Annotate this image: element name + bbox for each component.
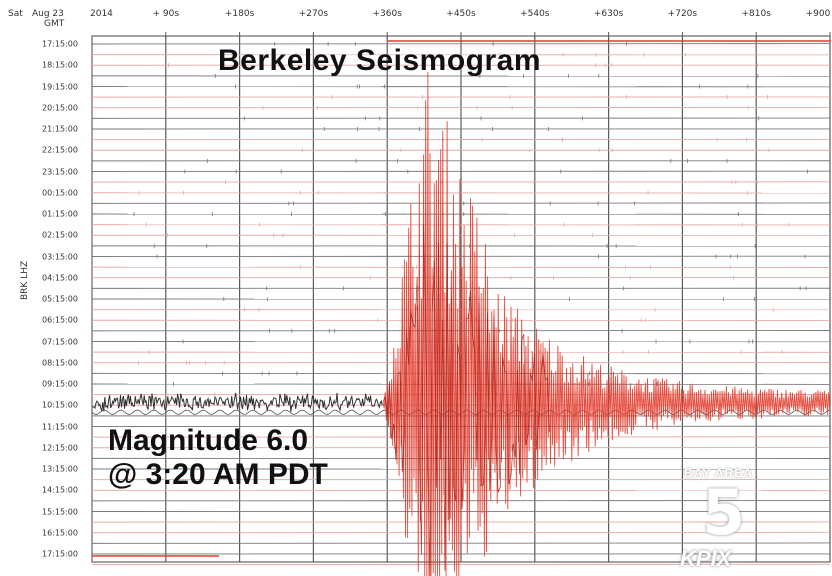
header-timezone: GMT bbox=[44, 19, 65, 29]
x-tick-label: +810s bbox=[741, 9, 771, 19]
row-time-label: 17:15:00 bbox=[42, 39, 78, 49]
row-time-label: 06:15:00 bbox=[42, 315, 78, 325]
x-tick-label: +540s bbox=[520, 9, 550, 19]
pre-event-trace bbox=[92, 392, 383, 413]
chart-title: Berkeley Seismogram bbox=[218, 44, 542, 77]
row-time-label: 00:15:00 bbox=[42, 188, 78, 198]
row-time-label: 23:15:00 bbox=[42, 167, 78, 176]
earthquake-core-trace bbox=[382, 223, 550, 576]
row-time-label: 19:15:00 bbox=[42, 82, 78, 91]
row-time-label: 14:15:00 bbox=[42, 485, 78, 495]
header-date: Aug 23 bbox=[32, 9, 64, 19]
row-time-label: 18:15:00 bbox=[42, 60, 78, 70]
kpix-cbs5-logo: BAY AREA 5 KPIX bbox=[676, 466, 786, 571]
row-time-label: 03:15:00 bbox=[42, 252, 78, 261]
x-tick-label: +270s bbox=[298, 9, 329, 19]
row-time-label: 12:15:00 bbox=[42, 443, 78, 453]
row-time-label: 15:15:00 bbox=[42, 507, 78, 516]
x-tick-label: +360s bbox=[372, 9, 402, 19]
row-time-label: 07:15:00 bbox=[42, 337, 78, 346]
x-tick-label: +180s bbox=[224, 9, 255, 19]
row-time-label: 04:15:00 bbox=[42, 273, 78, 283]
row-time-label: 11:15:00 bbox=[42, 422, 78, 431]
channel-label: BRK LHZ bbox=[20, 260, 30, 300]
header-day: Sat bbox=[8, 9, 23, 19]
row-time-label: 21:15:00 bbox=[42, 124, 78, 134]
x-tick-label: + 90s bbox=[152, 9, 180, 19]
row-time-label: 05:15:00 bbox=[42, 294, 78, 304]
row-time-label: 13:15:00 bbox=[42, 464, 78, 474]
x-tick-label: +450s bbox=[446, 9, 476, 19]
row-time-label: 16:15:00 bbox=[42, 528, 78, 538]
logo-top-text: BAY AREA bbox=[684, 466, 753, 480]
x-tick-label: +630s bbox=[593, 9, 624, 19]
logo-callsign: KPIX bbox=[680, 546, 732, 571]
row-time-label: 10:15:00 bbox=[42, 400, 78, 410]
x-tick-label: +900 bbox=[805, 9, 831, 19]
event-time-text: @ 3:20 AM PDT bbox=[108, 458, 328, 491]
row-time-label: 17:15:00 bbox=[42, 549, 78, 559]
row-time-label: 02:15:00 bbox=[42, 230, 78, 240]
row-time-label: 09:15:00 bbox=[42, 379, 78, 389]
row-time-label: 20:15:00 bbox=[42, 103, 78, 113]
row-time-label: 08:15:00 bbox=[42, 358, 78, 368]
row-time-label: 22:15:00 bbox=[42, 145, 78, 155]
row-time-label: 01:15:00 bbox=[42, 209, 78, 219]
magnitude-text: Magnitude 6.0 bbox=[108, 424, 309, 457]
logo-number: 5 bbox=[702, 476, 746, 549]
x-tick-label: +720s bbox=[667, 9, 698, 19]
header-year: 2014 bbox=[90, 9, 113, 19]
